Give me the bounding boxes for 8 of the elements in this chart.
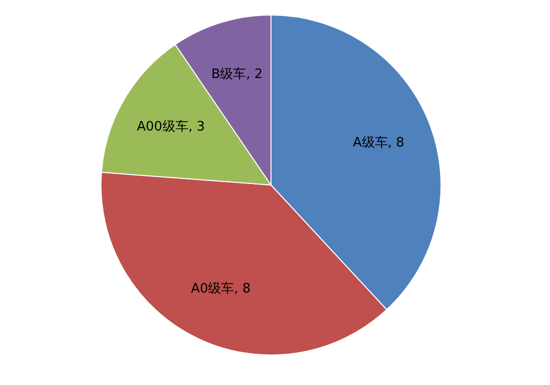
data-label: , 8 — [234, 282, 251, 297]
slice-label: B级车 — [211, 67, 246, 82]
slice-label: A0级车 — [190, 282, 234, 297]
data-label: , 8 — [388, 135, 404, 150]
slice-label: A00级车 — [136, 120, 188, 135]
slice-label: A级车 — [352, 135, 388, 150]
data-label: , 3 — [188, 120, 205, 135]
data-label: , 2 — [246, 67, 263, 82]
